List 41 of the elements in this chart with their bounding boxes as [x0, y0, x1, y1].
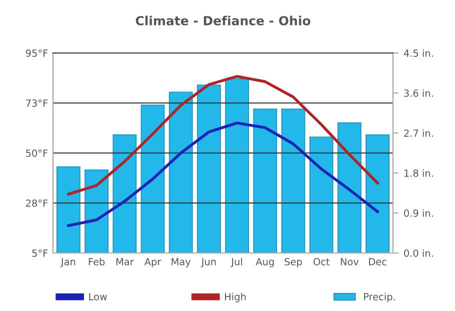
x-tick-label: Jul	[230, 258, 242, 268]
legend-label: Low	[89, 293, 108, 300]
bar	[338, 122, 362, 253]
bar	[56, 166, 80, 253]
x-tick-label: Nov	[340, 258, 359, 266]
bar	[309, 136, 334, 253]
y-tick-label: 5°F	[32, 249, 48, 257]
y2-tick-label: 4.5 in.	[404, 49, 433, 57]
bar	[168, 92, 193, 253]
x-tick-label: Aug	[256, 258, 274, 268]
x-tick-label: Mar	[116, 258, 134, 266]
bar	[84, 169, 108, 253]
x-tick-label: Oct	[313, 258, 330, 266]
y2-tick-label: 2.7 in.	[404, 129, 433, 137]
bar	[140, 104, 165, 253]
x-tick-label: Jan	[60, 258, 76, 268]
y2-tick-label: 3.6 in.	[404, 89, 433, 97]
y2-tick-label: 1.8 in.	[404, 169, 433, 177]
bar	[112, 134, 137, 253]
bar	[197, 84, 221, 253]
x-tick-label: Apr	[144, 258, 162, 268]
x-tick-label: May	[172, 258, 191, 268]
y-tick-label: 50°F	[26, 149, 48, 157]
y-tick-label: 73°F	[26, 99, 48, 107]
x-tick-label: Jun	[200, 258, 216, 268]
x-tick-label: Dec	[369, 258, 386, 266]
line-series	[67, 122, 379, 228]
legend-label: High	[225, 292, 246, 302]
bar	[281, 108, 306, 253]
y-tick-label: 28°F	[26, 199, 48, 207]
line-series	[67, 74, 379, 196]
bar	[225, 78, 249, 253]
y2-tick-label: 0.0 in.	[404, 249, 433, 257]
bar	[366, 134, 390, 253]
chart-title: Climate - Defiance - Ohio	[136, 16, 310, 26]
y-tick-label: 95°F	[26, 49, 48, 57]
y2-tick-label: 0.9 in.	[404, 209, 433, 217]
bar	[253, 108, 278, 253]
x-tick-label: Sep	[284, 258, 302, 268]
x-tick-label: Feb	[88, 258, 105, 266]
legend-label: Precip.	[364, 292, 395, 302]
